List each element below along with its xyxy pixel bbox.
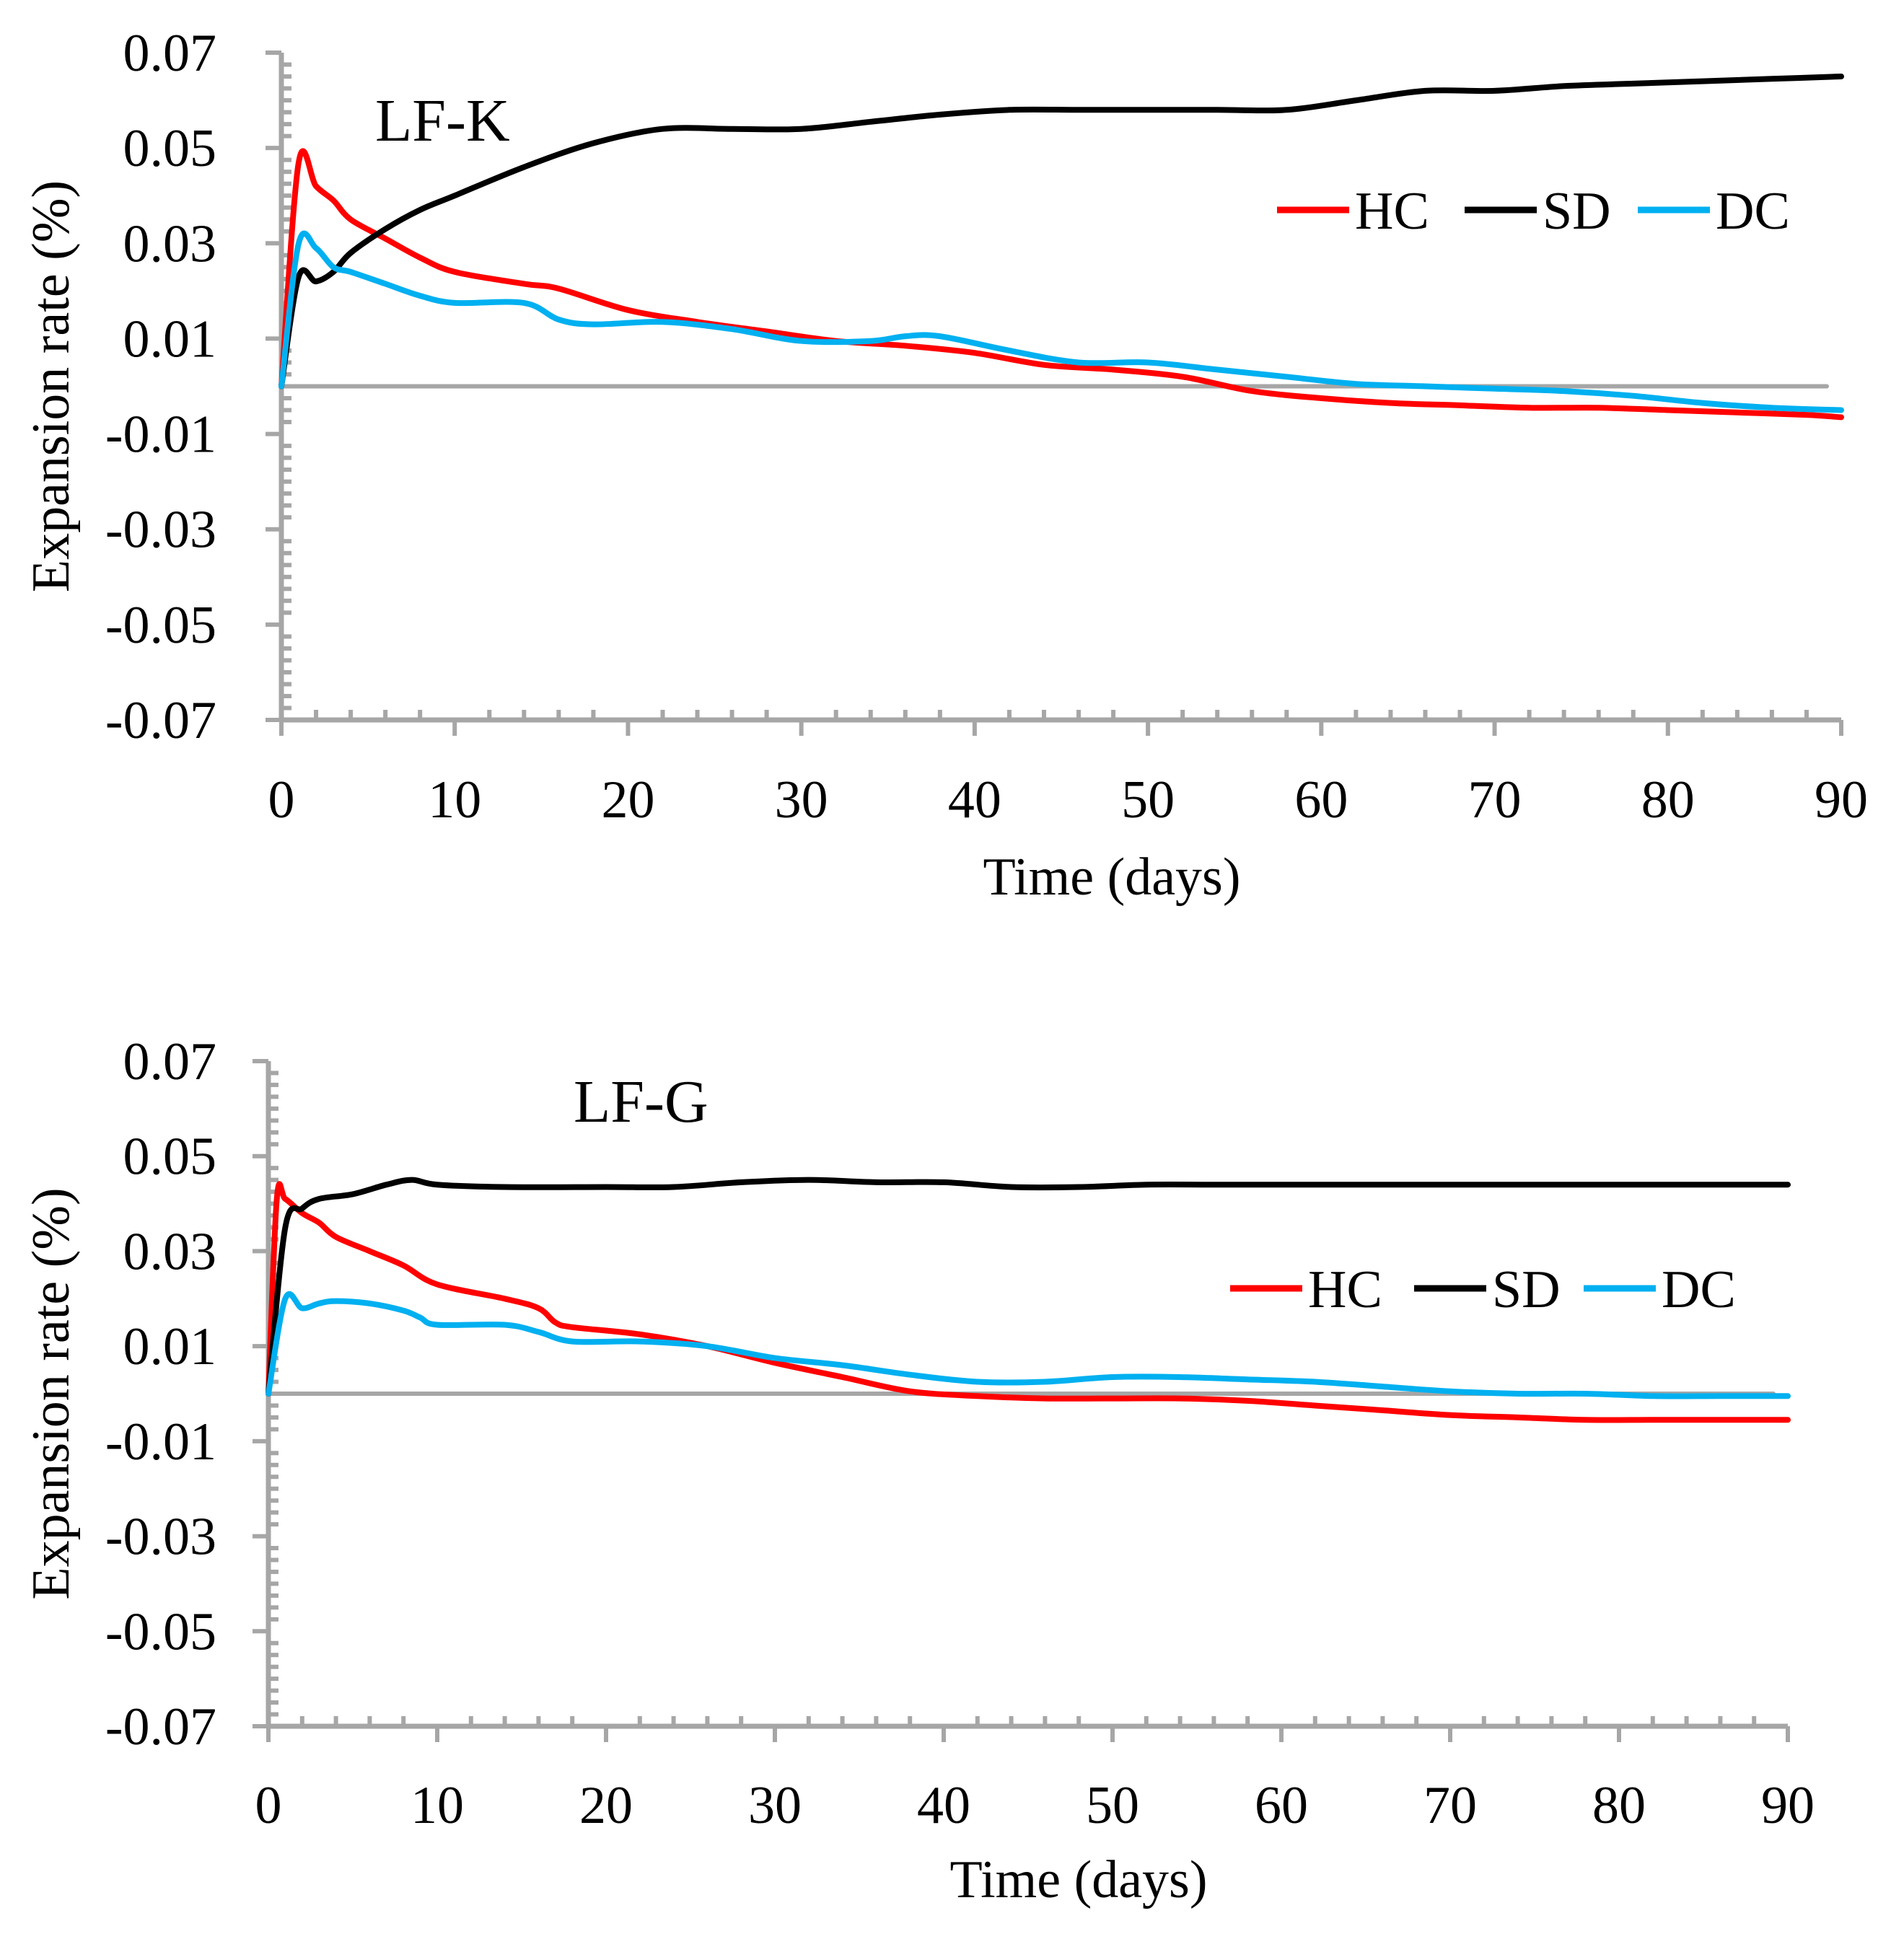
chart2-y-tick-label: -0.01 bbox=[105, 1412, 216, 1472]
chart2-x-tick-label: 50 bbox=[1086, 1776, 1139, 1835]
chart1-y-tick-label: -0.03 bbox=[105, 501, 216, 560]
chart2-x-tick-label: 20 bbox=[579, 1776, 633, 1835]
chart1: 0.07 0.05 0.03 0.01 -0.01 -0.03 -0.05 -0.07 0 10 2… bbox=[22, 24, 1868, 907]
chart2-y-tick-label: -0.07 bbox=[105, 1697, 216, 1757]
chart1-y-tick-label: -0.05 bbox=[105, 596, 216, 655]
chart1-x-tick-label: 30 bbox=[775, 770, 828, 830]
chart2-series-sd bbox=[266, 1177, 1791, 1397]
chart1-y-tick-label: 0.01 bbox=[123, 309, 217, 369]
chart1-y-tick-label: -0.01 bbox=[105, 405, 216, 465]
chart2-x-axis-title: Time (days) bbox=[950, 1850, 1208, 1909]
chart1-y-tick-label: 0.05 bbox=[123, 119, 217, 178]
chart1-x-tick-label: 40 bbox=[948, 770, 1001, 830]
chart2-x-tick-label: 70 bbox=[1423, 1776, 1477, 1835]
chart1-legend: HC SD DC bbox=[1277, 182, 1790, 241]
chart1-x-tick-label: 0 bbox=[268, 770, 295, 830]
chart1-x-tick-label: 60 bbox=[1294, 770, 1348, 830]
chart1-x-tick-label: 50 bbox=[1121, 770, 1175, 830]
chart1-legend-label-sd: SD bbox=[1543, 182, 1611, 241]
chart1-series-dc bbox=[278, 230, 1844, 413]
chart1-legend-label-hc: HC bbox=[1355, 182, 1429, 241]
chart1-x-tick-label: 90 bbox=[1815, 770, 1868, 830]
chart1-y-tick-label: -0.07 bbox=[105, 691, 216, 750]
chart2: 0.07 0.05 0.03 0.01 -0.01 -0.03 -0.05 -0.07 0 10 2… bbox=[22, 1032, 1815, 1909]
chart2-legend-label-hc: HC bbox=[1308, 1260, 1382, 1319]
chart2-x-tick-label: 0 bbox=[255, 1776, 282, 1835]
chart1-x-axis-title: Time (days) bbox=[983, 848, 1241, 907]
chart1-series-sd bbox=[278, 74, 1844, 390]
chart2-y-tick-label: 0.07 bbox=[123, 1032, 217, 1091]
chart2-x-tick-label: 10 bbox=[411, 1776, 464, 1835]
chart2-series-hc bbox=[266, 1181, 1791, 1423]
chart1-y-axis-title: Expansion rate (%) bbox=[22, 180, 81, 592]
chart2-legend-label-dc: DC bbox=[1662, 1260, 1736, 1319]
chart1-y-tick-label: 0.03 bbox=[123, 214, 217, 273]
chart2-title: LF-G bbox=[574, 1068, 708, 1135]
chart2-y-axis-title: Expansion rate (%) bbox=[22, 1187, 81, 1599]
chart2-y-tick-label: -0.05 bbox=[105, 1602, 216, 1661]
chart2-x-tick-label: 80 bbox=[1592, 1776, 1646, 1835]
chart1-x-tick-label: 70 bbox=[1468, 770, 1522, 830]
chart2-x-tick-label: 60 bbox=[1255, 1776, 1308, 1835]
chart2-legend: HC SD DC bbox=[1230, 1260, 1736, 1319]
chart2-x-tick-label: 40 bbox=[917, 1776, 970, 1835]
chart2-legend-label-sd: SD bbox=[1492, 1260, 1561, 1319]
chart2-x-tick-label: 30 bbox=[748, 1776, 802, 1835]
chart1-series-hc bbox=[278, 148, 1844, 421]
chart2-series-dc bbox=[266, 1291, 1791, 1399]
chart1-x-tick-label: 20 bbox=[601, 770, 654, 830]
chart2-y-tick-label: -0.03 bbox=[105, 1508, 216, 1567]
chart2-x-tick-label: 90 bbox=[1761, 1776, 1815, 1835]
chart2-y-tick-label: 0.05 bbox=[123, 1128, 217, 1187]
chart1-y-tick-label: 0.07 bbox=[123, 24, 217, 83]
chart2-y-tick-label: 0.01 bbox=[123, 1317, 217, 1376]
chart1-legend-label-dc: DC bbox=[1716, 182, 1790, 241]
chart2-y-tick-label: 0.03 bbox=[123, 1222, 217, 1281]
chart1-x-tick-label: 10 bbox=[428, 770, 481, 830]
chart1-title: LF-K bbox=[375, 87, 510, 154]
chart1-x-tick-label: 80 bbox=[1641, 770, 1695, 830]
